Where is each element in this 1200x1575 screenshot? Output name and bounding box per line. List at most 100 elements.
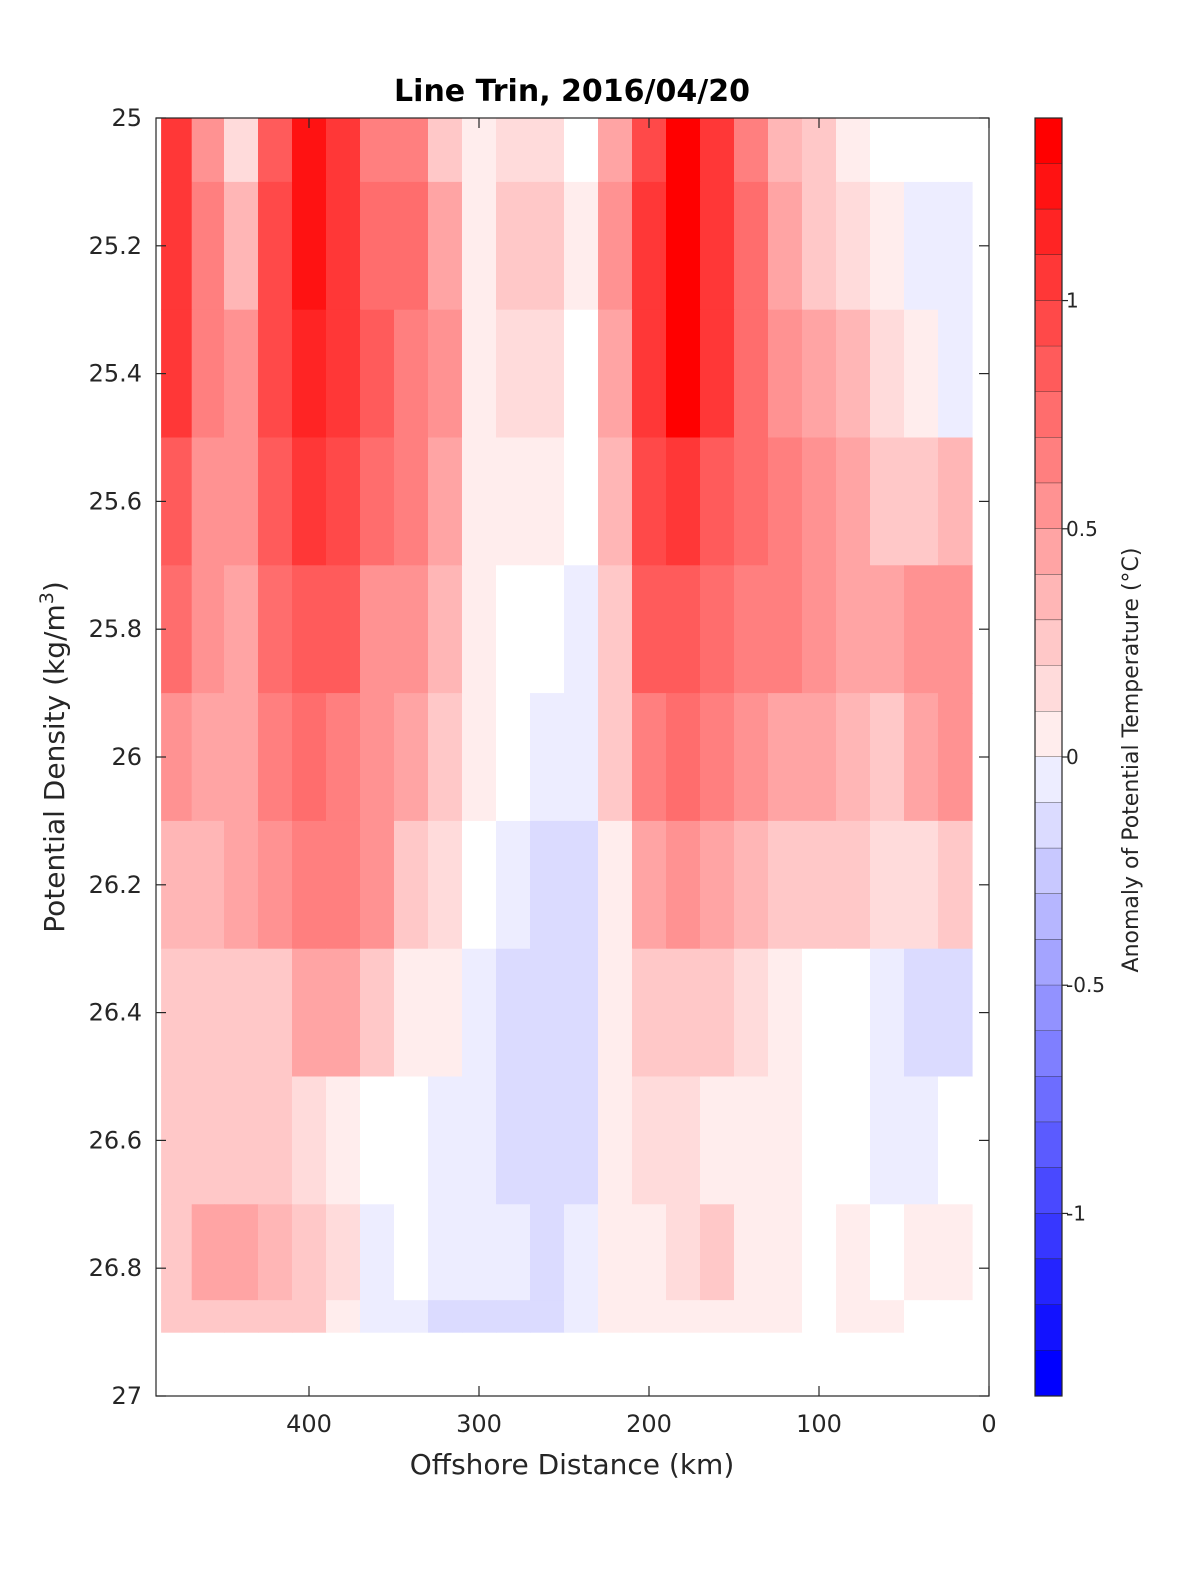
colorbar-tick-label: 1 [1066,289,1079,313]
heatmap-cell [496,565,531,694]
heatmap-cell [904,1076,939,1205]
colorbar-level [1035,893,1062,940]
heatmap-cell [802,820,837,950]
colorbar-level [1035,163,1062,210]
heatmap-cell [224,693,259,822]
heatmap-cell [802,181,837,311]
heatmap-cell [564,309,599,439]
heatmap-cell [496,1076,531,1205]
heatmap-cell [904,693,939,822]
colorbar-level [1035,1167,1062,1214]
heatmap-cell [360,309,395,439]
heatmap-cell [870,1204,905,1301]
heatmap-cell [632,565,667,694]
colorbar-level [1035,1030,1062,1077]
heatmap-cell [768,118,803,183]
heatmap-cell [292,437,327,566]
heatmap-cell [530,1076,565,1205]
heatmap-cell [564,1076,599,1205]
heatmap-cell [700,437,735,566]
heatmap-cell [428,565,463,694]
heatmap-cell [360,1076,395,1205]
heatmap-cell [802,118,837,183]
heatmap-cell [258,181,293,311]
heatmap-cell [870,437,905,566]
heatmap-cell [496,948,531,1078]
heatmap-cell [428,181,463,311]
x-tick-label: 0 [981,1410,996,1438]
heatmap-cell [734,309,769,439]
heatmap-cell [802,437,837,566]
heatmap-cell [666,1076,701,1205]
heatmap-cell [258,948,293,1078]
heatmap-cell [530,118,565,183]
colorbar-tick-label: 0.5 [1066,517,1098,541]
heatmap-cell [870,1076,905,1205]
heatmap-cell [462,1300,497,1333]
heatmap-cell [564,693,599,822]
colorbar-level [1035,528,1062,575]
y-tick-label: 26.8 [89,1254,142,1282]
heatmap-cell [360,181,395,311]
heatmap-cell [161,118,193,183]
heatmap-cell [564,565,599,694]
colorbar-level [1035,711,1062,758]
heatmap-cell [938,948,973,1078]
heatmap-cell [768,565,803,694]
heatmap-cell [734,820,769,950]
colorbar-tick-label: 0 [1066,745,1079,769]
heatmap-cell [870,181,905,311]
colorbar-level [1035,620,1062,667]
heatmap-cell [191,1076,225,1205]
heatmap-cell [428,693,463,822]
heatmap-cell [904,118,939,183]
heatmap-cell [598,1204,633,1301]
colorbar-tick-label: -0.5 [1066,973,1105,997]
heatmap-cell [462,1204,497,1301]
colorbar-level [1035,209,1062,256]
heatmap-cell [428,309,463,439]
colorbar-level [1035,1304,1062,1351]
heatmap-cell [394,1076,429,1205]
heatmap-cell [360,437,395,566]
heatmap-cell [258,118,293,183]
y-tick-label: 25 [111,104,142,132]
heatmap-cell [161,437,193,566]
heatmap-cell [191,948,225,1078]
heatmap-cell [564,437,599,566]
heatmap-cell [700,309,735,439]
heatmap-cell [360,118,395,183]
heatmap-cell [870,309,905,439]
heatmap-cell [360,948,395,1078]
heatmap-cell [734,437,769,566]
heatmap-cell [292,948,327,1078]
heatmap-cell [326,693,361,822]
heatmap-cell [191,693,225,822]
heatmap-cell [224,1076,259,1205]
x-axis-ticks: 400 300 200 100 0 [286,118,997,1438]
heatmap-cell [394,693,429,822]
heatmap-cell [394,1300,429,1333]
colorbar-level [1035,1213,1062,1260]
heatmap-cell [802,948,837,1078]
heatmap-cell [292,565,327,694]
heatmap-cell [326,118,361,183]
heatmap-cell [802,1204,837,1301]
heatmap-cell [836,820,871,950]
colorbar-level [1035,985,1062,1032]
heatmap-cell [904,565,939,694]
heatmap-cell [632,437,667,566]
heatmap-cell [836,948,871,1078]
heatmap-cell [598,1300,633,1333]
heatmap-cell [292,1076,327,1205]
heatmap-cell [632,693,667,822]
heatmap-cell [191,820,225,950]
heatmap-cell [191,565,225,694]
colorbar [1035,118,1062,1397]
y-tick-label: 26 [111,743,142,771]
heatmap-cell [734,181,769,311]
heatmap-cell [904,948,939,1078]
heatmap-cell [904,1300,939,1333]
heatmap-cell [191,181,225,311]
